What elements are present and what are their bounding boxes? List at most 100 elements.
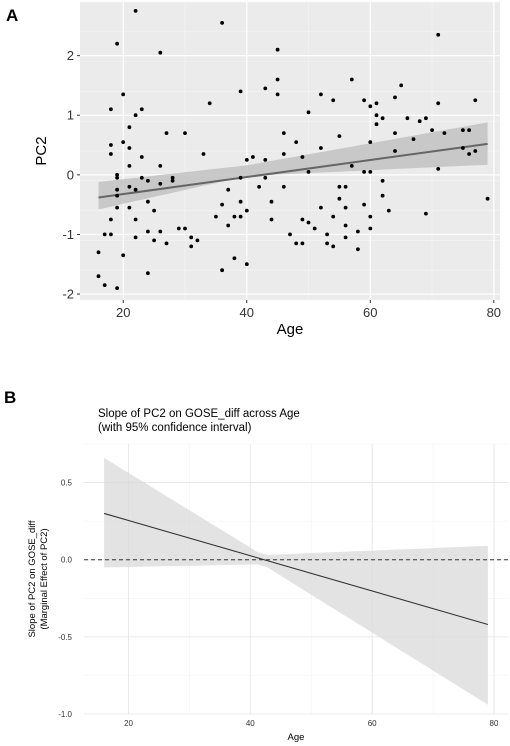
y-tick-label: 2 xyxy=(67,48,74,63)
data-point xyxy=(374,122,379,127)
data-point xyxy=(164,241,169,246)
data-point xyxy=(121,92,126,97)
data-point xyxy=(158,229,163,234)
data-point xyxy=(127,205,132,210)
data-point xyxy=(146,199,150,204)
data-point xyxy=(319,92,323,97)
data-point xyxy=(467,152,471,156)
data-point xyxy=(343,205,348,210)
data-point xyxy=(288,232,292,237)
data-point xyxy=(380,178,385,183)
data-point xyxy=(436,167,441,171)
data-point xyxy=(214,214,218,219)
data-point xyxy=(405,116,410,121)
data-point xyxy=(152,238,157,243)
y-tick-label: 0.0 xyxy=(61,556,73,565)
data-point xyxy=(133,217,138,222)
data-point xyxy=(424,211,428,216)
data-point xyxy=(319,205,323,210)
data-point xyxy=(109,232,113,237)
data-point xyxy=(146,271,150,276)
x-tick-label: 40 xyxy=(246,719,255,728)
data-point xyxy=(139,175,144,180)
y-axis-title: Slope of PC2 on GOSE_diff xyxy=(27,520,38,637)
data-point xyxy=(368,214,373,219)
data-point xyxy=(96,274,101,279)
data-point xyxy=(139,107,144,112)
data-point xyxy=(158,181,163,186)
data-point xyxy=(220,268,225,273)
data-point xyxy=(275,77,280,82)
data-point xyxy=(430,128,434,133)
data-point xyxy=(337,196,342,201)
data-point xyxy=(170,175,175,180)
data-point xyxy=(306,110,311,115)
y-axis-subtitle: (Marginal Effect of PC2) xyxy=(39,528,50,629)
data-point xyxy=(115,205,119,210)
x-axis-title: Age xyxy=(288,732,305,743)
data-point xyxy=(146,229,150,234)
data-point xyxy=(220,202,225,207)
data-point xyxy=(436,32,441,37)
data-point xyxy=(362,202,366,207)
data-point xyxy=(183,226,187,231)
confidence-band xyxy=(98,122,488,210)
data-point xyxy=(343,235,348,240)
x-tick-label: 40 xyxy=(240,305,254,320)
data-point xyxy=(294,241,299,246)
x-axis-title: Age xyxy=(277,321,304,338)
data-point xyxy=(115,172,119,177)
data-point xyxy=(331,244,336,249)
data-point xyxy=(331,214,336,219)
data-point xyxy=(281,184,286,189)
data-point xyxy=(436,101,441,106)
data-point xyxy=(189,244,194,249)
data-point xyxy=(337,134,342,139)
data-point xyxy=(96,250,101,255)
y-tick-label: 1 xyxy=(67,108,74,123)
data-point xyxy=(244,158,249,162)
data-point xyxy=(109,152,113,156)
data-point xyxy=(170,178,175,183)
x-tick-label: 80 xyxy=(490,719,499,728)
data-point xyxy=(325,232,329,237)
data-point xyxy=(300,241,305,246)
data-point xyxy=(368,104,373,109)
data-point xyxy=(133,187,138,192)
data-point xyxy=(133,235,138,240)
data-point xyxy=(115,175,119,180)
data-point xyxy=(109,217,113,222)
data-point xyxy=(312,226,317,231)
data-point xyxy=(232,256,237,261)
data-point xyxy=(238,214,243,219)
data-point xyxy=(115,41,119,46)
data-point xyxy=(275,92,280,97)
data-point xyxy=(461,146,465,150)
data-point xyxy=(362,98,366,103)
data-point xyxy=(146,178,150,183)
data-point xyxy=(393,95,397,100)
data-point xyxy=(102,283,107,287)
data-point xyxy=(139,155,144,159)
data-point xyxy=(386,208,391,213)
data-point xyxy=(232,214,237,219)
data-point xyxy=(189,235,194,240)
data-point xyxy=(349,164,354,168)
y-tick-label: -0.5 xyxy=(58,633,72,642)
y-tick-label: -1.0 xyxy=(58,710,72,719)
data-point xyxy=(263,86,268,91)
data-point xyxy=(356,229,360,234)
data-point xyxy=(368,170,373,174)
data-point xyxy=(238,199,243,204)
data-point xyxy=(152,208,157,213)
data-point xyxy=(411,137,416,142)
data-point xyxy=(158,50,163,55)
data-point xyxy=(127,164,132,168)
data-point xyxy=(356,247,360,252)
data-point xyxy=(374,101,379,106)
data-point xyxy=(368,140,373,145)
data-point xyxy=(127,125,132,130)
data-point xyxy=(176,226,181,231)
data-point xyxy=(251,155,255,159)
